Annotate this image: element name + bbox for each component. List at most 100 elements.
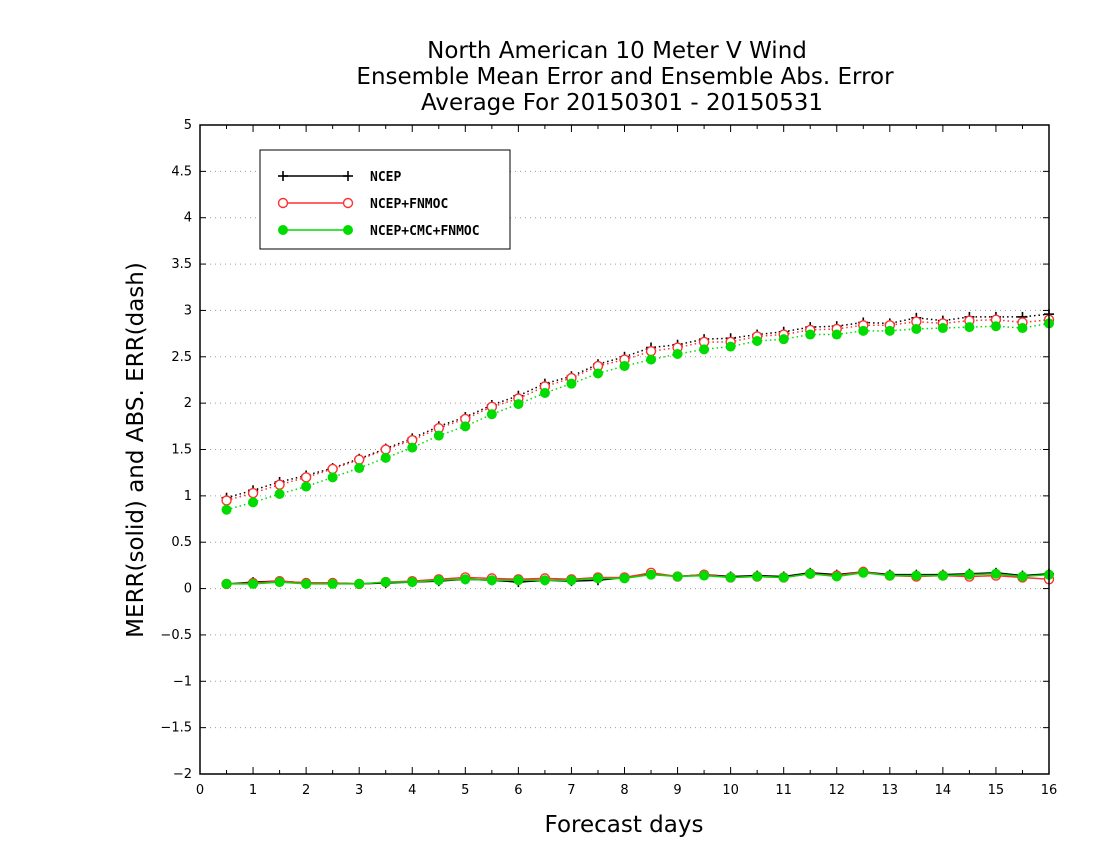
merr-point [539,575,550,586]
abs-err-point [805,329,816,340]
abs-err-point [964,322,975,333]
x-tick-label: 10 [722,783,739,798]
y-tick-label: −2 [173,767,192,782]
grid-lines [200,170,1049,729]
merr-point [460,574,471,585]
abs-err-point [353,454,365,465]
abs-err-point [752,336,763,347]
merr-point [858,567,869,578]
merr-point [725,572,736,583]
y-tick-label: −0.5 [160,628,192,643]
abs-err-point [858,325,869,336]
legend-label: NCEP+CMC+FNMOC [370,224,480,239]
y-axis-label: MERR(solid) and ABS. ERR(dash) [123,262,149,638]
abs-err-line [226,322,1050,511]
merr-point [646,569,657,580]
abs-err-point [592,368,603,379]
merr-point [566,575,577,586]
abs-err-point [407,442,418,453]
abs-err-point [1017,323,1028,334]
merr-point [248,578,259,589]
x-tick-label: 8 [620,783,628,798]
x-axis-label: Forecast days [545,812,704,838]
y-tick-label: −1.5 [160,721,192,736]
legend-box [259,149,511,250]
legend-marker-start [278,225,288,235]
y-tick-label: 1.5 [171,443,192,458]
abs-err-line [226,313,1050,499]
y-tick-label: 0.5 [171,535,192,550]
y-tick-label: 0 [184,582,192,597]
abs-err-point [699,344,710,355]
abs-err-point [274,489,285,500]
merr-point [699,570,710,581]
legend-marker-end [342,197,354,209]
merr-point [380,577,391,588]
abs-err-point [301,481,312,492]
legend-label: NCEP+FNMOC [370,197,448,212]
y-tick-label: 3.5 [171,257,192,272]
x-tick-label: 16 [1041,783,1058,798]
legend-label: NCEP [370,170,401,185]
abs-err-point [221,504,232,515]
abs-err-point [566,378,577,389]
merr-point [592,573,603,584]
x-tick-label: 5 [461,783,469,798]
merr-point [486,575,497,586]
abs-err-point [248,497,259,508]
abs-err-point [380,452,391,463]
x-tick-label: 3 [355,783,363,798]
abs-err-point [380,444,391,455]
abs-err-point [672,349,683,360]
abs-err-point [619,361,630,372]
y-tick-label: 2.5 [171,350,192,365]
y-tick-label: 3 [184,303,192,318]
merr-line [226,571,1050,585]
merr-point [964,569,975,580]
y-tick-label: 5 [184,118,192,133]
series-layer [221,309,1055,590]
abs-err-point [831,329,842,340]
merr-point [831,571,842,582]
abs-err-point [247,487,259,499]
x-tick-label: 12 [828,783,845,798]
abs-err-point [990,321,1001,332]
abs-err-point [778,334,789,345]
merr-point [911,570,922,581]
abs-err-point [513,399,524,410]
merr-point [1017,571,1028,582]
y-tick-label: 1 [184,489,192,504]
merr-point [752,571,763,582]
merr-point [805,568,816,579]
legend-marker-start [278,171,288,181]
x-tick-label: 14 [935,783,952,798]
legend-marker-end [343,171,353,181]
legend-marker-end [343,225,353,235]
merr-point [354,578,365,589]
merr-point [301,578,312,589]
title-line-1: North American 10 Meter V Wind [427,38,807,64]
abs-err-point [327,472,338,483]
abs-err-point [221,495,232,506]
merr-point [778,572,789,583]
merr-point [990,568,1001,579]
abs-err-point [911,323,922,334]
abs-err-point [433,430,444,441]
abs-err-point [354,463,365,474]
abs-err-point [937,323,948,334]
abs-err-point [274,479,285,490]
abs-err-point [327,463,338,475]
abs-err-point [539,387,550,398]
abs-err-point [645,346,657,357]
merr-point [221,578,232,589]
series-2 [221,318,1054,589]
axes: −2−1.5−1−0.500.511.522.533.544.550 1 2 3 4 5 6… [160,118,1057,798]
merr-point [672,571,683,582]
x-tick-label: 2 [302,783,310,798]
merr-point [407,577,418,588]
x-tick-label: 4 [408,783,416,798]
abs-err-line [226,318,1050,502]
abs-err-point [460,421,471,432]
merr-point [274,577,285,588]
